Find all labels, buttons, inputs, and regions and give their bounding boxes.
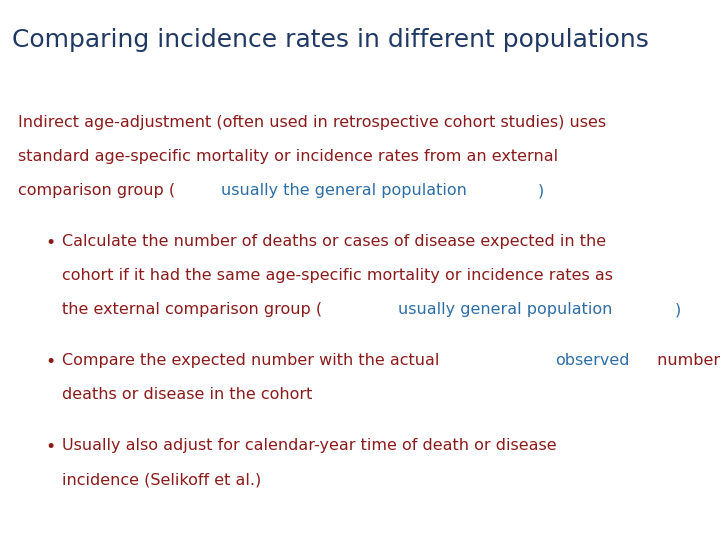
- Text: Calculate the number of deaths or cases of disease expected in the: Calculate the number of deaths or cases …: [62, 234, 606, 249]
- Text: •: •: [45, 353, 55, 371]
- Text: Usually also adjust for calendar-year time of death or disease: Usually also adjust for calendar-year ti…: [62, 438, 557, 453]
- Text: Comparing incidence rates in different populations: Comparing incidence rates in different p…: [12, 28, 649, 52]
- Text: number of: number of: [652, 353, 720, 368]
- Text: observed: observed: [556, 353, 630, 368]
- Text: the external comparison group (: the external comparison group (: [62, 302, 322, 317]
- Text: usually general population: usually general population: [397, 302, 612, 317]
- Text: ): ): [674, 302, 680, 317]
- Text: Compare the expected number with the actual: Compare the expected number with the act…: [62, 353, 444, 368]
- Text: •: •: [45, 438, 55, 456]
- Text: comparison group (: comparison group (: [18, 183, 175, 198]
- Text: cohort if it had the same age-specific mortality or incidence rates as: cohort if it had the same age-specific m…: [62, 268, 613, 283]
- Text: •: •: [45, 234, 55, 252]
- Text: deaths or disease in the cohort: deaths or disease in the cohort: [62, 387, 312, 402]
- Text: Indirect age-adjustment (often used in retrospective cohort studies) uses: Indirect age-adjustment (often used in r…: [18, 115, 606, 130]
- Text: incidence (Selikoff et al.): incidence (Selikoff et al.): [62, 472, 261, 487]
- Text: usually the general population: usually the general population: [221, 183, 467, 198]
- Text: ): ): [538, 183, 544, 198]
- Text: standard age-specific mortality or incidence rates from an external: standard age-specific mortality or incid…: [18, 149, 558, 164]
